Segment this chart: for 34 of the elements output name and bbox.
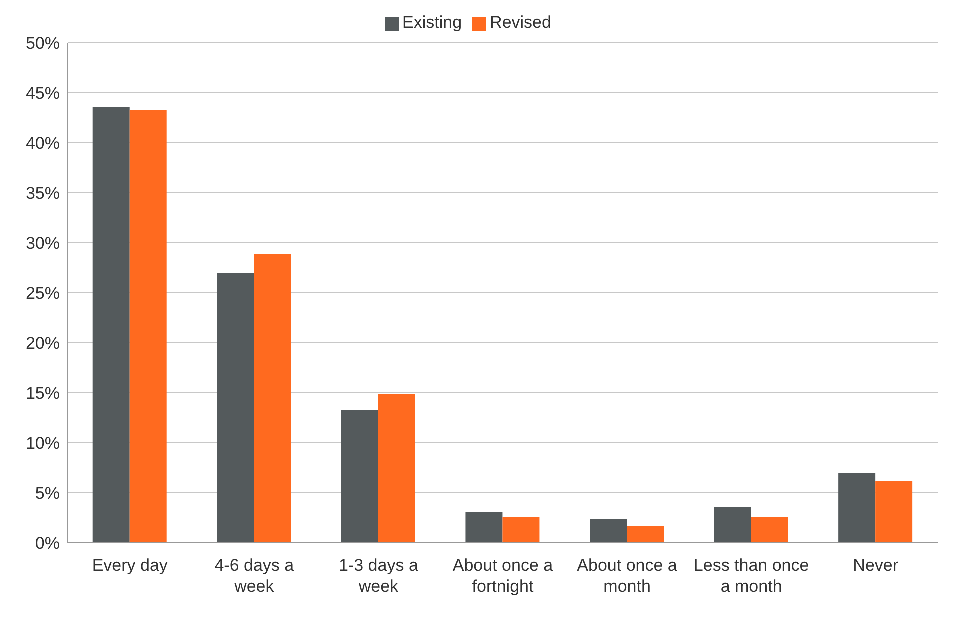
bar — [217, 273, 254, 543]
bar — [590, 519, 627, 543]
bar — [714, 507, 752, 543]
bar — [130, 110, 167, 543]
y-tick-label: 40% — [26, 134, 60, 154]
y-tick-label: 25% — [26, 284, 60, 304]
bar — [876, 481, 913, 543]
bar — [254, 254, 292, 543]
x-tick-label: Never — [853, 556, 899, 575]
bar — [838, 473, 876, 543]
x-tick-label: Every day — [92, 556, 168, 575]
bar — [92, 107, 130, 543]
x-tick-label: Less than once a month — [694, 556, 810, 596]
legend-label: Revised — [490, 13, 552, 32]
y-tick-label: 5% — [35, 484, 60, 504]
bar — [341, 410, 378, 543]
x-tick-label: 1-3 days a week — [339, 556, 419, 596]
y-tick-label: 45% — [26, 84, 60, 104]
y-tick-label: 50% — [26, 34, 60, 54]
legend-label: Existing — [402, 13, 462, 32]
y-tick-label: 10% — [26, 434, 60, 454]
x-tick-label: About once a fortnight — [452, 556, 554, 596]
y-tick-label: 30% — [26, 234, 60, 254]
bar — [627, 526, 664, 543]
x-tick-label: 4-6 days a week — [214, 556, 295, 596]
bar — [502, 517, 540, 543]
y-tick-label: 35% — [26, 184, 60, 204]
y-tick-label: 15% — [26, 384, 60, 404]
bar — [751, 517, 788, 543]
y-tick-label: 20% — [26, 334, 60, 354]
bar — [466, 512, 503, 543]
y-tick-label: 0% — [35, 534, 60, 554]
bar — [378, 394, 416, 543]
x-tick-label: About once a month — [577, 556, 678, 596]
